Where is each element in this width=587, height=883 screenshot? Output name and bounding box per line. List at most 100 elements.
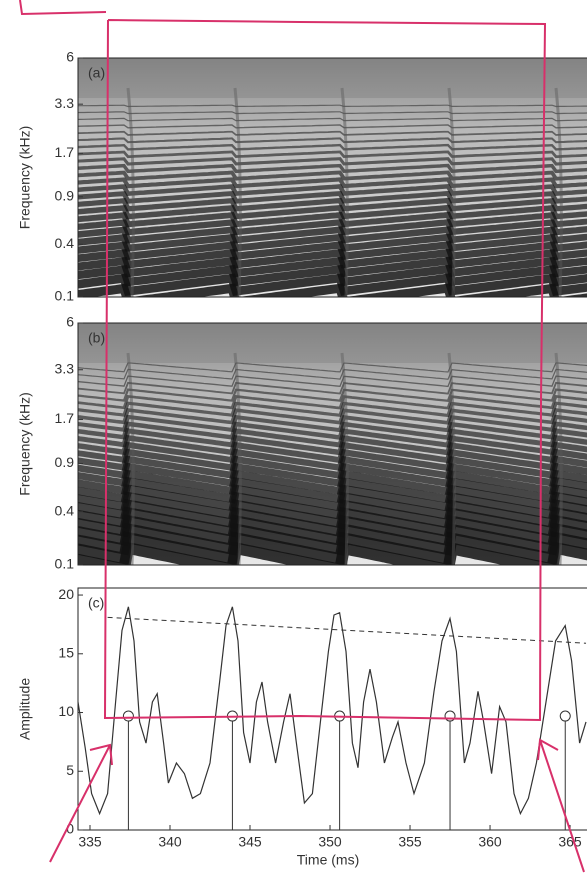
spectrogram-texture: [78, 204, 587, 220]
y-tick-label: 0.4: [55, 502, 75, 518]
spectrogram-texture: [126, 352, 135, 565]
x-tick-label: 350: [318, 834, 342, 850]
spectrogram-texture: [78, 428, 587, 448]
spectrogram-texture: [78, 388, 587, 403]
panel-label: (a): [88, 65, 105, 81]
y-tick-label: 1.7: [55, 144, 75, 160]
spectrogram-texture: [78, 462, 587, 488]
x-tick-label: 360: [478, 834, 502, 850]
y-tick-label: 6: [66, 314, 74, 330]
spectrogram-texture: [126, 87, 135, 297]
spectrogram-texture: [78, 150, 587, 159]
spectrogram-texture: [78, 368, 587, 380]
y-tick-label: 6: [66, 49, 74, 65]
spectrogram-texture: [78, 117, 587, 122]
panel-label: (b): [88, 330, 105, 346]
spectrogram: [78, 323, 587, 565]
spectrogram-texture: [78, 375, 587, 388]
y-tick-label: 0.9: [55, 454, 75, 470]
spectrogram-texture: [78, 264, 587, 287]
spectrogram-texture: [447, 352, 456, 565]
envelope-line: [107, 616, 587, 644]
y-tick-label: 3.3: [55, 360, 75, 376]
annotation-stroke: [19, 0, 107, 16]
spectrogram-texture: [78, 514, 587, 547]
y-tick-label: 0.1: [55, 288, 75, 304]
spectrogram-texture: [78, 421, 587, 441]
spectrogram-texture: [78, 104, 587, 108]
spectrogram-texture: [340, 87, 349, 297]
x-tick-label: 340: [158, 834, 182, 850]
spectrogram-texture: [78, 506, 587, 538]
y-tick-label: 10: [58, 703, 74, 719]
spectrogram-texture: [78, 484, 587, 513]
spectrogram-texture: [78, 240, 587, 261]
y-axis-label: Frequency (kHz): [17, 392, 33, 495]
spectrogram-texture: [447, 87, 456, 297]
y-tick-label: 5: [66, 762, 74, 778]
spectrogram-texture: [78, 448, 587, 472]
y-tick-label: 0.9: [55, 187, 75, 203]
spectrogram-texture: [233, 352, 242, 565]
spectrogram-texture: [78, 197, 587, 212]
spectrogram-texture: [78, 137, 587, 144]
spectrogram-texture: [78, 476, 587, 504]
spectrogram-texture: [78, 394, 587, 410]
spectrogram-texture: [554, 87, 563, 297]
spectrogram-texture: [78, 541, 587, 565]
y-axis-label: Amplitude: [17, 678, 33, 740]
annotation: [19, 0, 585, 873]
spectrogram-texture: [78, 218, 587, 236]
annotation-box: [103, 19, 547, 722]
annotation-arrow: [49, 743, 113, 863]
spectrogram-texture: [340, 352, 349, 565]
plot-frame: [77, 57, 587, 298]
panel-label: (c): [88, 595, 104, 611]
y-tick-label: 3.3: [55, 95, 75, 111]
plot-frame: [77, 322, 587, 566]
y-tick-label: 20: [58, 586, 74, 602]
spectrogram-texture: [78, 233, 587, 252]
spectrogram-texture: [78, 469, 587, 496]
spectrogram-texture: [78, 455, 587, 480]
marker: [122, 710, 134, 722]
y-tick-label: 1.7: [55, 410, 75, 426]
spectrogram-texture: [78, 170, 587, 181]
y-axis-label: Frequency (kHz): [17, 126, 33, 229]
amplitude-line: [77, 606, 587, 816]
spectrogram-texture: [78, 522, 587, 556]
spectrogram-noise: [78, 323, 587, 363]
spectrogram-texture: [78, 124, 587, 129]
spectrogram-texture: [78, 256, 587, 278]
spectrogram: [78, 58, 587, 297]
spectrogram-texture: [554, 352, 563, 565]
spectrogram-texture: [78, 491, 587, 521]
x-tick-label: 355: [398, 834, 422, 850]
spectrogram-noise: [78, 58, 587, 98]
spectrogram-texture: [78, 273, 587, 297]
marker: [559, 710, 571, 722]
annotation-arrow: [537, 738, 585, 873]
y-tick-label: 0.4: [55, 235, 75, 251]
x-tick-label: 345: [238, 834, 262, 850]
y-tick-label: 0: [66, 821, 74, 837]
spectrogram-texture: [78, 531, 587, 565]
spectrogram-texture: [78, 248, 587, 269]
spectrogram-texture: [78, 157, 587, 166]
spectrogram-texture: [78, 362, 587, 373]
spectrogram-texture: [78, 111, 587, 115]
x-axis-label: Time (ms): [297, 852, 359, 868]
x-tick-label: 365: [558, 834, 582, 850]
spectrogram-texture: [78, 130, 587, 136]
spectrogram-texture: [78, 190, 587, 204]
spectrogram-texture: [78, 283, 587, 297]
spectrogram-texture: [78, 401, 587, 418]
spectrogram-texture: [233, 87, 242, 297]
spectrogram-texture: [78, 414, 587, 433]
x-tick-label: 335: [78, 834, 102, 850]
spectrogram-texture: [78, 177, 587, 189]
spectrogram-texture: [78, 143, 587, 151]
spectrogram-texture: [78, 408, 587, 425]
spectrogram-texture: [78, 434, 587, 456]
